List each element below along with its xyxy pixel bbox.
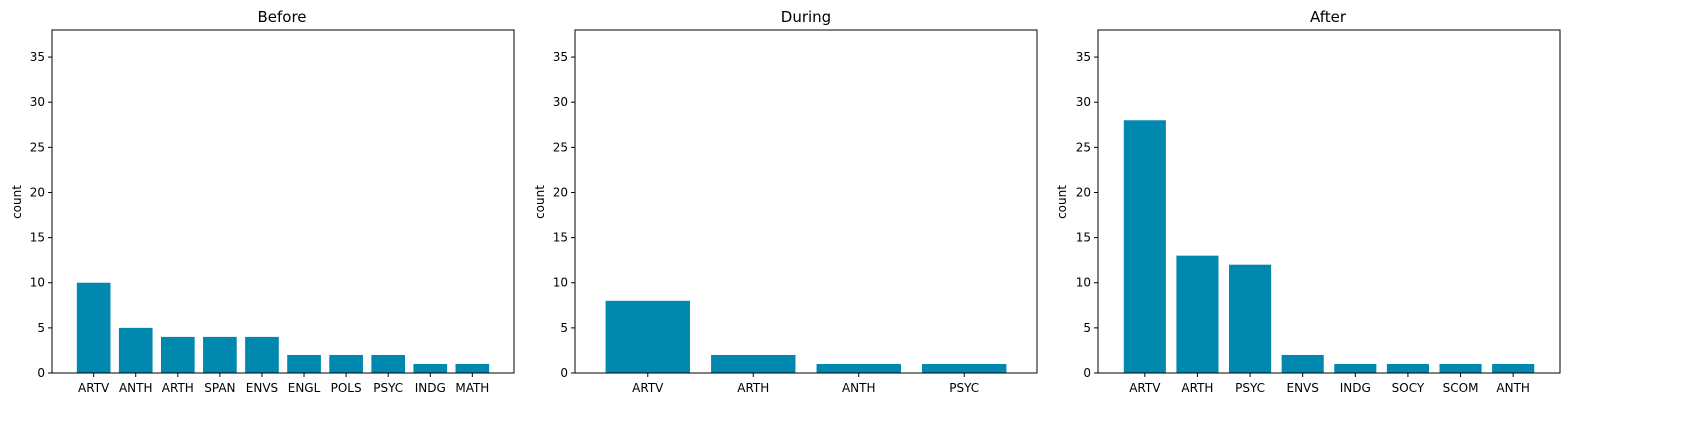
x-tick-label: PSYC (373, 381, 403, 395)
bar-artv (605, 300, 690, 373)
x-tick-label: ARTV (1129, 381, 1161, 395)
bar-indg (1334, 363, 1377, 373)
x-tick-label: PSYC (1235, 381, 1265, 395)
bar-artv (1123, 120, 1166, 374)
x-tick-label: ARTH (1181, 381, 1213, 395)
y-tick-label: 25 (30, 140, 45, 154)
y-axis-label: count (1055, 185, 1069, 219)
y-tick-label: 10 (1076, 276, 1091, 290)
y-tick-label: 15 (30, 231, 45, 245)
y-tick-label: 10 (553, 276, 568, 290)
x-tick-label: ENVS (246, 381, 278, 395)
y-tick-label: 35 (30, 50, 45, 64)
y-tick-label: 20 (30, 185, 45, 199)
y-tick-label: 15 (553, 231, 568, 245)
x-tick-label: PSYC (949, 381, 979, 395)
x-tick-label: SPAN (204, 381, 235, 395)
x-tick-label: ARTH (737, 381, 769, 395)
y-tick-label: 0 (1083, 366, 1091, 380)
x-tick-label: ARTH (162, 381, 194, 395)
x-tick-label: ANTH (1496, 381, 1530, 395)
y-tick-label: 0 (37, 366, 45, 380)
y-tick-label: 5 (37, 321, 45, 335)
x-tick-label: ARTV (632, 381, 664, 395)
bar-socy (1386, 363, 1429, 373)
bar-psyc (371, 354, 406, 373)
bar-pols (329, 354, 363, 373)
bar-artv (76, 282, 111, 373)
x-tick-label: ENGL (288, 381, 321, 395)
y-tick-label: 30 (553, 95, 568, 109)
x-tick-label: SOCY (1392, 381, 1425, 395)
bar-indg (413, 363, 448, 373)
chart-title: After (1310, 8, 1347, 26)
bar-psyc (1229, 264, 1272, 373)
y-tick-label: 5 (1083, 321, 1091, 335)
y-tick-label: 35 (553, 50, 568, 64)
y-axis-label: count (533, 185, 547, 219)
bar-arth (1176, 255, 1219, 373)
y-tick-label: 30 (1076, 95, 1091, 109)
x-tick-label: POLS (331, 381, 362, 395)
x-tick-label: SCOM (1443, 381, 1479, 395)
x-tick-label: ANTH (842, 381, 876, 395)
y-tick-label: 20 (1076, 185, 1091, 199)
x-tick-label: ENVS (1286, 381, 1318, 395)
bar-anth (1492, 363, 1535, 373)
bar-arth (711, 354, 796, 373)
panel-after: After count 0 5 10 15 20 25 30 35 ARTV ARTH PSYC EN… (1055, 8, 1561, 395)
x-tick-label: ARTV (78, 381, 110, 395)
bar-envs (245, 336, 279, 373)
y-tick-label: 10 (30, 276, 45, 290)
axes-frame (1097, 29, 1561, 374)
y-tick-label: 0 (560, 366, 568, 380)
bar-psyc (922, 363, 1007, 373)
chart-title: During (781, 8, 831, 26)
x-tick-label: ANTH (119, 381, 153, 395)
y-tick-label: 5 (560, 321, 568, 335)
y-tick-label: 20 (553, 185, 568, 199)
y-tick-label: 25 (553, 140, 568, 154)
x-tick-label: INDG (1340, 381, 1371, 395)
y-tick-label: 30 (30, 95, 45, 109)
chart-title: Before (257, 8, 306, 26)
bar-envs (1281, 354, 1324, 373)
x-tick-label: INDG (415, 381, 446, 395)
bar-scom (1439, 363, 1482, 373)
bar-math (455, 363, 490, 373)
bar-span (203, 336, 237, 373)
x-tick-label: MATH (455, 381, 489, 395)
y-axis-label: count (10, 185, 24, 219)
y-tick-label: 25 (1076, 140, 1091, 154)
bar-anth (118, 327, 153, 373)
axes-frame (574, 29, 1038, 374)
bar-engl (287, 354, 321, 373)
bar-arth (160, 336, 195, 373)
axes-frame (51, 29, 515, 374)
panel-during: During count 0 5 10 15 20 25 30 35 ARTV ARTH ANTH P… (533, 8, 1038, 395)
y-tick-label: 35 (1076, 50, 1091, 64)
panel-before: Before count 0 5 10 15 20 25 30 35 ARTV ANTH ARTH S… (10, 8, 515, 395)
bar-anth (816, 363, 901, 373)
y-tick-label: 15 (1076, 231, 1091, 245)
